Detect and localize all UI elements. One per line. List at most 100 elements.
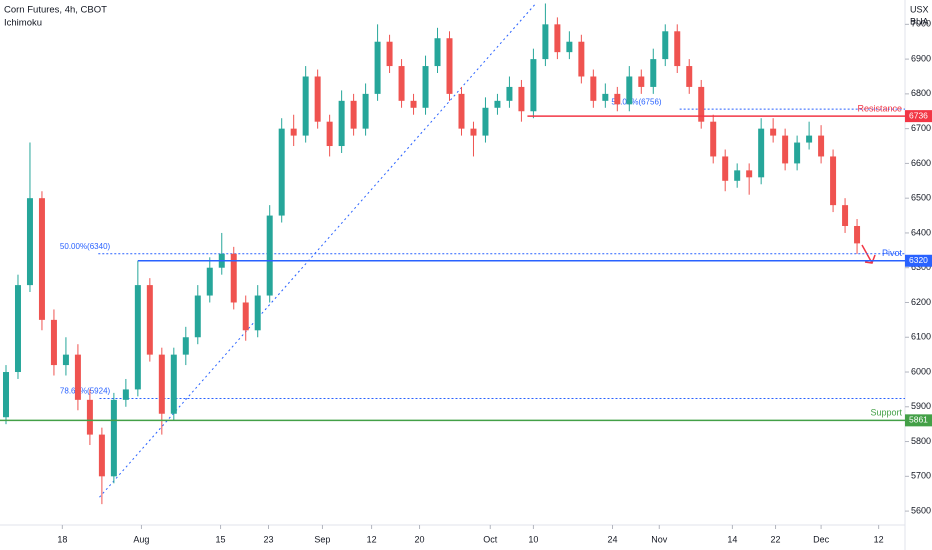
candle-body (650, 59, 657, 87)
candle-body (614, 93, 621, 105)
candle-body (50, 319, 57, 366)
candle-body (842, 205, 849, 226)
y-tick-label: 6800 (911, 88, 931, 98)
y-tick-label: 5900 (911, 401, 931, 411)
candle-body (110, 399, 117, 477)
candle-body (74, 354, 81, 400)
x-tick-label: 15 (216, 534, 226, 544)
candle-body (314, 76, 321, 122)
candle-body (350, 100, 357, 129)
x-tick-label: 20 (415, 534, 425, 544)
y-tick-label: 6900 (911, 53, 931, 63)
candle-body (86, 399, 93, 435)
candle-body (14, 285, 21, 373)
currency: USX (910, 4, 929, 14)
indicator-name: Ichimoku (4, 18, 42, 29)
price-tag-label: 6320 (909, 255, 928, 265)
x-tick-label: 23 (263, 534, 273, 544)
candle-body (38, 198, 45, 320)
y-tick-label: 6200 (911, 297, 931, 307)
fib-label: 78.60%(5924) (60, 387, 111, 396)
candle-body (542, 24, 549, 60)
candle-body (758, 128, 765, 178)
candle-body (686, 66, 693, 87)
x-tick-label: 24 (608, 534, 618, 544)
candle-body (62, 354, 69, 366)
candle-body (374, 41, 381, 94)
y-tick-label: 5700 (911, 471, 931, 481)
candle-body (482, 107, 489, 136)
candle-body (230, 253, 237, 303)
price-tag-label: 6736 (909, 110, 928, 120)
candle-body (554, 24, 561, 53)
candle-body (674, 31, 681, 67)
y-tick-label: 6700 (911, 123, 931, 133)
candle-body (410, 100, 417, 108)
candle-body (422, 66, 429, 108)
x-tick-label: Dec (813, 534, 830, 544)
level-name: Pivot (882, 248, 903, 258)
candle-body (830, 156, 837, 206)
candle-body (566, 41, 573, 53)
candle-body (854, 225, 861, 244)
candle-body (278, 128, 285, 216)
x-tick-label: Aug (133, 534, 149, 544)
price-tag (905, 110, 932, 123)
candle-body (194, 295, 201, 338)
candle-body (458, 93, 465, 129)
candle-body (26, 198, 33, 286)
y-tick-label: 7000 (911, 19, 931, 29)
candle-body (626, 76, 633, 105)
x-tick-label: Nov (651, 534, 668, 544)
candle-body (530, 59, 537, 112)
candle-body (326, 121, 333, 147)
candle-body (386, 41, 393, 67)
x-tick-label: Sep (314, 534, 330, 544)
y-tick-label: 6600 (911, 158, 931, 168)
candle-body (506, 86, 513, 101)
candle-body (722, 156, 729, 181)
y-tick-label: 5600 (911, 505, 931, 515)
candle-body (158, 354, 165, 414)
level-name: Support (870, 408, 902, 418)
fib-label: 50.00%(6340) (60, 242, 111, 251)
price-tag (905, 254, 932, 267)
candle-body (470, 128, 477, 136)
candle-body (602, 93, 609, 101)
y-tick-label: 6400 (911, 227, 931, 237)
x-tick-label: 12 (874, 534, 884, 544)
candle-body (206, 267, 213, 296)
y-tick-label: 5800 (911, 436, 931, 446)
price-tag (905, 414, 932, 427)
candle-body (734, 170, 741, 181)
x-tick-label: 18 (57, 534, 67, 544)
candle-body (170, 354, 177, 414)
candle-body (638, 76, 645, 87)
x-tick-label: 22 (771, 534, 781, 544)
candle-body (770, 128, 777, 136)
candle-body (266, 215, 273, 296)
candle-body (698, 86, 705, 122)
x-tick-label: 10 (528, 534, 538, 544)
candle-body (818, 135, 825, 157)
candle-body (98, 434, 105, 477)
candle-body (710, 121, 717, 157)
unit: BUA (910, 16, 929, 26)
chart-title: Corn Futures, 4h, CBOT (4, 5, 107, 16)
x-tick-label: Oct (483, 534, 498, 544)
candle-body (134, 285, 141, 390)
x-tick-label: 12 (367, 534, 377, 544)
price-tag-label: 5861 (909, 415, 928, 425)
candle-body (518, 86, 525, 112)
candle-body (434, 38, 441, 67)
candle-body (782, 135, 789, 164)
candle-body (182, 337, 189, 355)
y-tick-label: 6000 (911, 366, 931, 376)
candle-body (590, 76, 597, 101)
candle-body (662, 31, 669, 60)
candle-body (338, 100, 345, 147)
candle-body (398, 66, 405, 101)
candle-body (290, 128, 297, 136)
